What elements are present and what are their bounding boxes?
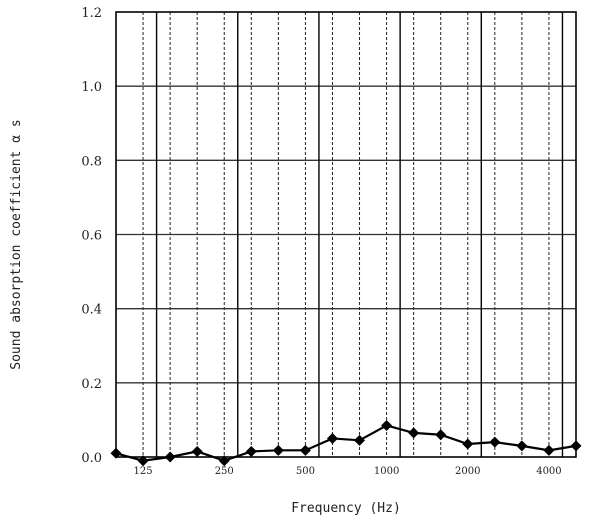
x-tick-label: 1000	[374, 466, 399, 477]
x-tick-label: 500	[296, 466, 315, 477]
data-point	[543, 444, 555, 456]
data-point	[570, 440, 582, 452]
data-point	[354, 434, 366, 446]
data-point	[137, 455, 149, 467]
data-point	[408, 427, 420, 439]
data-point	[272, 444, 284, 456]
series-group	[110, 419, 582, 467]
data-point	[381, 419, 393, 431]
x-tick-label: 4000	[536, 466, 561, 477]
y-tick-label: 0.2	[81, 377, 102, 392]
grid	[116, 12, 576, 457]
plot-frame	[115, 11, 577, 458]
data-point	[218, 455, 230, 467]
data-point	[435, 429, 447, 441]
series-line	[115, 424, 577, 462]
y-tick-label: 1.0	[81, 80, 102, 95]
data-point	[326, 432, 338, 444]
x-tick-labels: 125 250 500 1000 2000 4000	[134, 466, 562, 477]
x-tick-label: 250	[215, 466, 234, 477]
y-tick-label: 0.8	[81, 154, 102, 169]
x-axis-title: Frequency (Hz)	[291, 501, 401, 516]
y-axis-title: Sound absorption coefficient α s	[9, 119, 24, 369]
x-tick-label: 2000	[455, 466, 480, 477]
data-point	[245, 445, 257, 457]
data-point	[462, 438, 474, 450]
y-tick-labels: 0.0 0.2 0.4 0.6 0.8 1.0 1.2	[81, 6, 102, 466]
y-tick-label: 1.2	[81, 6, 102, 21]
data-point	[164, 451, 176, 463]
y-tick-label: 0.4	[81, 303, 102, 318]
data-point	[489, 436, 501, 448]
x-tick-label: 125	[134, 466, 153, 477]
y-tick-label: 0.6	[81, 229, 102, 244]
y-tick-label: 0.0	[81, 451, 102, 466]
data-point	[110, 447, 122, 459]
data-point	[191, 445, 203, 457]
data-point	[516, 440, 528, 452]
data-point	[299, 444, 311, 456]
